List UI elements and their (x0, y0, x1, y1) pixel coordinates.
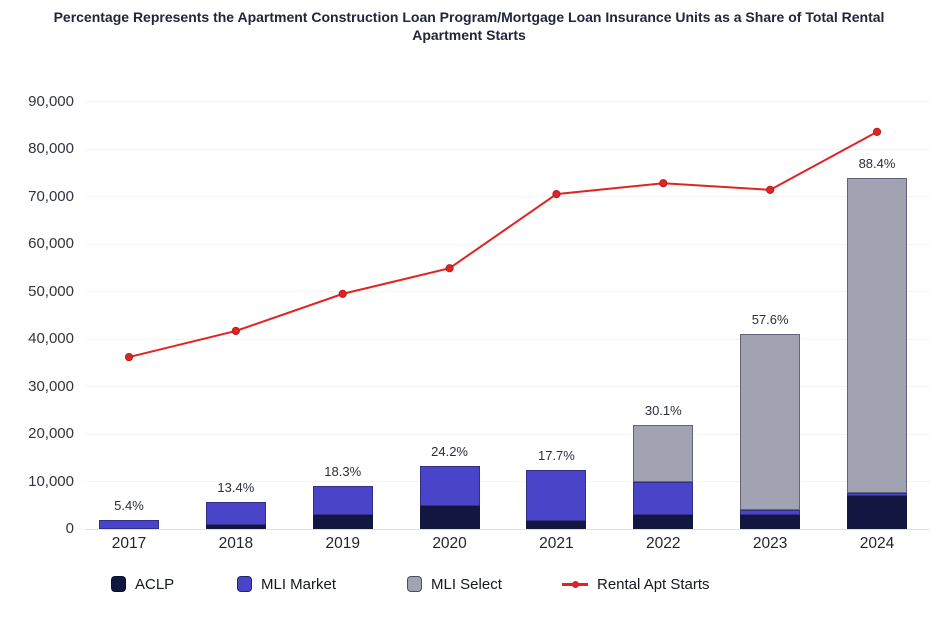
gridline (85, 196, 930, 197)
line-point-2022 (659, 179, 668, 188)
gridline (85, 481, 930, 482)
legend-item-aclp: ACLP (111, 573, 174, 595)
line-point-2024 (872, 127, 882, 136)
bar-2021-aclp (526, 521, 587, 529)
y-axis-tick-label: 10,000 (28, 472, 74, 490)
x-axis-label-2018: 2018 (218, 535, 254, 552)
y-axis-tick-label: 0 (65, 520, 74, 537)
x-axis-label-2022: 2022 (646, 535, 681, 552)
bar-2024-aclp (847, 496, 907, 529)
x-axis-label-2019: 2019 (325, 535, 360, 552)
y-axis-tick-label: 80,000 (28, 140, 74, 157)
gridline (85, 148, 930, 150)
x-axis-label-2023: 2023 (752, 535, 788, 552)
legend-label-mli-select: MLI Select (431, 575, 502, 593)
line-point-2018 (231, 326, 240, 336)
bar-percentage-label: 30.1% (644, 402, 682, 418)
y-axis-tick-label: 90,000 (28, 92, 74, 110)
bar-2024-mli-select (847, 177, 907, 493)
x-axis-label-2017: 2017 (111, 535, 147, 552)
y-axis-tick-label: 70,000 (28, 187, 74, 205)
legend-item-mli-select: MLI Select (407, 573, 502, 595)
bar-percentage-label: 13.4% (217, 480, 255, 496)
bar-2023-mli-select (740, 333, 801, 511)
bar-2024-mli-market (847, 492, 907, 497)
y-axis-tick-label: 20,000 (28, 425, 74, 442)
bar-2023-aclp (740, 515, 801, 529)
legend-swatch-mli-market-icon (237, 576, 252, 592)
line-point-2017 (124, 352, 134, 362)
y-axis-tick-label: 60,000 (28, 235, 74, 252)
bar-2018-aclp (205, 525, 266, 529)
y-axis-tick-label: 40,000 (28, 330, 74, 347)
gridline (85, 433, 930, 435)
x-axis-label-2020: 2020 (432, 535, 467, 552)
legend-line-dot (571, 580, 579, 588)
bar-2019-mli-market (312, 486, 373, 515)
bar-2019-aclp (312, 514, 373, 529)
x-axis-label-2021: 2021 (539, 535, 574, 552)
bar-percentage-label: 5.4% (114, 497, 144, 513)
legend-swatch-mli-select-icon (407, 576, 422, 592)
bar-2022-aclp (633, 515, 694, 529)
bar-percentage-label: 18.3% (324, 464, 362, 479)
gridline (85, 386, 930, 387)
bar-2023-mli-market (740, 510, 801, 516)
bar-percentage-label: 57.6% (751, 311, 789, 327)
chart-title: Percentage Represents the Apartment Cons… (53, 9, 885, 44)
bar-2018-mli-market (205, 502, 266, 526)
legend-label-aclp: ACLP (135, 575, 175, 593)
gridline (85, 338, 930, 340)
legend-label-rental-apt-starts: Rental Apt Starts (597, 575, 710, 593)
legend-item-mli-market: MLI Market (237, 573, 336, 595)
bar-percentage-label: 88.4% (858, 155, 896, 171)
gridline (85, 101, 930, 102)
legend-label-mli-market: MLI Market (261, 575, 337, 593)
bar-2022-mli-select (633, 424, 694, 482)
line-point-2020 (445, 264, 454, 273)
bar-2021-mli-market (526, 469, 587, 522)
gridline (85, 243, 930, 245)
gridline (85, 291, 930, 292)
y-axis-tick-label: 50,000 (28, 282, 74, 300)
bar-2017-mli-market (99, 519, 159, 529)
legend-item-rental-apt-starts: Rental Apt Starts (562, 573, 710, 595)
bar-percentage-label: 24.2% (431, 443, 468, 459)
legend-swatch-aclp-icon (111, 576, 126, 592)
y-axis-tick-label: 30,000 (28, 377, 74, 395)
bar-2020-aclp (419, 506, 480, 529)
x-axis-label-2024: 2024 (859, 535, 895, 552)
bar-2020-mli-market (419, 465, 480, 507)
legend-line-marker-icon (562, 576, 588, 592)
bar-2022-mli-market (633, 481, 694, 516)
bar-percentage-label: 17.7% (537, 447, 575, 463)
gridline (85, 528, 930, 530)
line-point-2023 (766, 185, 775, 194)
